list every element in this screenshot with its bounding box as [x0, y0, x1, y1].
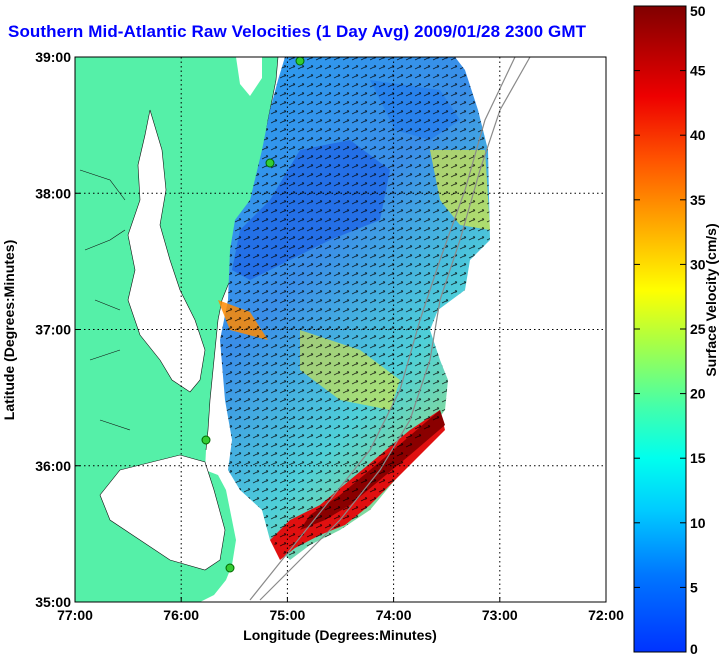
colorbar-tick-label: 45 — [690, 63, 706, 79]
x-tick-label: 76:00 — [163, 607, 199, 623]
y-axis-ticks: 39:00 38:00 37:00 36:00 35:00 — [35, 49, 80, 610]
colorbar-tick-label: 30 — [690, 256, 706, 272]
colorbar-tick-label: 25 — [690, 321, 706, 337]
x-axis-label: Longitude (Degrees:Minutes) — [243, 627, 437, 643]
colorbar-tick-label: 0 — [690, 641, 698, 657]
colorbar — [633, 5, 687, 653]
y-tick-label: 38:00 — [35, 185, 71, 201]
bathymetry-contours — [249, 57, 531, 601]
colorbar-tick-label: 15 — [690, 450, 706, 466]
y-tick-label: 35:00 — [35, 594, 71, 610]
colorbar-tick-label: 35 — [690, 192, 706, 208]
delaware-bay — [236, 57, 262, 96]
y-tick-label: 39:00 — [35, 49, 71, 65]
x-tick-label: 77:00 — [57, 607, 93, 623]
x-axis-ticks: 77:00 76:00 75:00 74:00 73:00 72:00 — [57, 597, 624, 623]
x-tick-label: 73:00 — [482, 607, 518, 623]
colorbar-tick-label: 10 — [690, 515, 706, 531]
y-axis-label: Latitude (Degrees:Minutes) — [1, 240, 17, 420]
radar-sites — [201, 57, 305, 573]
colorbar-label: Surface Velocity (cm/s) — [703, 223, 719, 376]
velocity-vectors — [220, 57, 490, 560]
chart-title: Southern Mid-Atlantic Raw Velocities (1 … — [8, 22, 587, 41]
y-tick-label: 37:00 — [35, 322, 71, 338]
colorbar-tick-label: 40 — [690, 127, 706, 143]
pamlico-sound — [100, 455, 225, 570]
map-grid — [75, 57, 606, 602]
colorbar-tick-label: 50 — [690, 3, 706, 19]
x-tick-label: 75:00 — [269, 607, 305, 623]
chesapeake-bay — [128, 110, 205, 392]
colorbar-tick-label: 5 — [690, 579, 698, 595]
x-tick-label: 74:00 — [376, 607, 412, 623]
y-tick-label: 36:00 — [35, 458, 71, 474]
x-tick-label: 72:00 — [588, 607, 624, 623]
colorbar-tick-label: 20 — [690, 386, 706, 402]
